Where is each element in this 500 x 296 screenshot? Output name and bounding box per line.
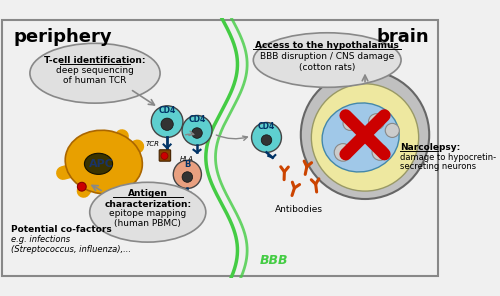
Text: Narcolepsy:: Narcolepsy: bbox=[400, 144, 460, 152]
Text: characterization:: characterization: bbox=[104, 200, 192, 209]
Text: Antigen: Antigen bbox=[128, 189, 168, 198]
FancyBboxPatch shape bbox=[159, 150, 170, 161]
Text: (cotton rats): (cotton rats) bbox=[299, 62, 356, 72]
Text: (human PBMC): (human PBMC) bbox=[114, 219, 181, 228]
Text: HLA: HLA bbox=[180, 156, 194, 162]
Text: deep sequencing: deep sequencing bbox=[56, 66, 134, 75]
Ellipse shape bbox=[254, 33, 401, 87]
Ellipse shape bbox=[65, 130, 142, 194]
Text: Access to the hypothalamus: Access to the hypothalamus bbox=[256, 41, 399, 51]
Text: CD4: CD4 bbox=[158, 106, 176, 115]
Text: CD4: CD4 bbox=[188, 115, 206, 124]
Circle shape bbox=[161, 152, 168, 160]
Text: B: B bbox=[184, 160, 190, 169]
Text: periphery: periphery bbox=[13, 28, 112, 46]
Ellipse shape bbox=[84, 153, 112, 174]
Circle shape bbox=[152, 106, 183, 137]
Text: Antibodies: Antibodies bbox=[275, 205, 323, 214]
Circle shape bbox=[334, 144, 352, 161]
Text: APC: APC bbox=[88, 159, 114, 169]
Text: secreting neurons: secreting neurons bbox=[400, 162, 476, 171]
Text: damage to hypocretin-: damage to hypocretin- bbox=[400, 153, 496, 162]
Circle shape bbox=[368, 114, 384, 130]
Circle shape bbox=[182, 172, 192, 182]
Text: e.g. infections: e.g. infections bbox=[10, 235, 70, 244]
Circle shape bbox=[372, 144, 388, 160]
Text: of human TCR: of human TCR bbox=[64, 76, 126, 85]
Text: BBB: BBB bbox=[260, 254, 288, 267]
Circle shape bbox=[343, 116, 357, 131]
Text: T-cell identification:: T-cell identification: bbox=[44, 56, 146, 65]
Circle shape bbox=[161, 118, 173, 131]
Circle shape bbox=[182, 115, 212, 145]
Circle shape bbox=[252, 123, 282, 152]
Text: Potential co-factors: Potential co-factors bbox=[10, 225, 112, 234]
Circle shape bbox=[301, 71, 429, 199]
Ellipse shape bbox=[90, 182, 206, 242]
Text: CD4: CD4 bbox=[258, 122, 275, 131]
Text: epitope mapping: epitope mapping bbox=[109, 210, 186, 218]
FancyBboxPatch shape bbox=[2, 20, 438, 276]
Text: BBB disruption / CNS damage: BBB disruption / CNS damage bbox=[260, 52, 394, 61]
Circle shape bbox=[312, 84, 418, 191]
Circle shape bbox=[174, 160, 202, 189]
Circle shape bbox=[261, 135, 272, 145]
Ellipse shape bbox=[30, 43, 160, 103]
Ellipse shape bbox=[322, 103, 399, 172]
Text: TCR: TCR bbox=[146, 141, 160, 147]
Circle shape bbox=[78, 182, 86, 191]
Circle shape bbox=[192, 128, 202, 138]
Text: (Streptococcus, influenza),...: (Streptococcus, influenza),... bbox=[10, 245, 130, 254]
Circle shape bbox=[385, 123, 400, 137]
Text: brain: brain bbox=[376, 28, 429, 46]
